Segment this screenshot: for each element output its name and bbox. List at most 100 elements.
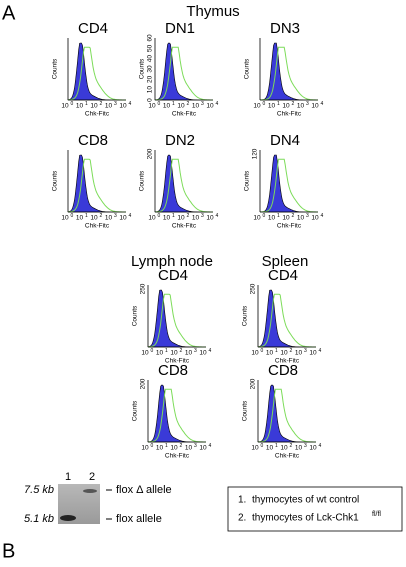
y-axis-label: Counts	[52, 170, 59, 191]
group-title: Spleen	[262, 253, 309, 270]
band-label: flox Δ allele	[116, 484, 172, 496]
x-tick-exp: 2	[100, 101, 103, 107]
histogram-control	[147, 289, 206, 348]
x-tick-base: 10	[253, 103, 261, 110]
x-tick-exp: 1	[277, 101, 280, 107]
x-tick-base: 10	[105, 215, 113, 222]
x-tick-exp: 0	[263, 213, 266, 219]
y-tick-label: 60	[147, 34, 154, 42]
x-tick-exp: 3	[306, 101, 309, 107]
x-tick-base: 10	[185, 445, 193, 452]
x-tick-exp: 3	[194, 348, 197, 354]
x-tick-base: 10	[311, 103, 319, 110]
y-axis-label: Counts	[132, 400, 139, 421]
x-tick-exp: 2	[292, 213, 295, 219]
histogram-control	[154, 42, 213, 101]
x-axis-label: Chk-Fitc	[165, 453, 190, 460]
group-title: Thymus	[186, 3, 239, 20]
x-tick-base: 10	[156, 350, 164, 357]
x-tick-exp: 4	[216, 101, 219, 107]
x-tick-exp: 1	[85, 213, 88, 219]
x-tick-base: 10	[119, 215, 127, 222]
blot-band	[60, 515, 76, 521]
x-tick-exp: 0	[261, 443, 264, 449]
x-tick-exp: 4	[321, 213, 324, 219]
histogram-knockout	[260, 158, 318, 213]
x-tick-exp: 4	[319, 443, 322, 449]
x-tick-exp: 3	[201, 101, 204, 107]
y-axis-label: Counts	[244, 170, 251, 191]
y-tick-label: 10	[147, 86, 154, 94]
x-tick-exp: 2	[290, 348, 293, 354]
x-tick-base: 10	[251, 445, 259, 452]
plot-title: DN4	[270, 132, 300, 149]
y-tick-label: 200	[140, 378, 147, 389]
x-tick-exp: 4	[129, 101, 132, 107]
histogram-knockout	[258, 388, 316, 443]
x-tick-exp: 2	[290, 443, 293, 449]
x-tick-base: 10	[76, 215, 84, 222]
x-tick-base: 10	[90, 215, 98, 222]
legend-num: 2.	[238, 513, 246, 524]
x-tick-exp: 3	[194, 443, 197, 449]
x-tick-exp: 1	[275, 443, 278, 449]
plot-title: DN3	[270, 20, 300, 37]
x-tick-base: 10	[251, 350, 259, 357]
x-axis-label: Chk-Fitc	[277, 223, 302, 230]
x-tick-base: 10	[192, 103, 200, 110]
y-tick-label: 120	[252, 148, 259, 159]
x-tick-base: 10	[268, 215, 276, 222]
x-tick-base: 10	[282, 215, 290, 222]
x-tick-base: 10	[199, 350, 207, 357]
x-tick-exp: 3	[201, 213, 204, 219]
panel-label: A	[2, 2, 16, 24]
x-tick-base: 10	[61, 103, 69, 110]
x-tick-exp: 0	[263, 101, 266, 107]
x-tick-exp: 3	[306, 213, 309, 219]
x-tick-exp: 1	[277, 213, 280, 219]
x-tick-base: 10	[170, 350, 178, 357]
lane-label: 1	[65, 471, 71, 483]
x-tick-base: 10	[177, 215, 185, 222]
x-tick-exp: 2	[180, 443, 183, 449]
x-tick-exp: 4	[209, 443, 212, 449]
y-axis-label: Counts	[139, 170, 146, 191]
y-tick-label: 250	[140, 283, 147, 294]
x-tick-exp: 0	[158, 101, 161, 107]
histogram-control	[67, 154, 126, 213]
x-tick-exp: 0	[158, 213, 161, 219]
x-tick-exp: 3	[304, 348, 307, 354]
x-tick-base: 10	[76, 103, 84, 110]
x-tick-exp: 3	[114, 213, 117, 219]
x-tick-base: 10	[280, 445, 288, 452]
x-axis-label: Chk-Fitc	[275, 453, 300, 460]
x-tick-exp: 0	[261, 348, 264, 354]
x-tick-base: 10	[148, 103, 156, 110]
plot-title: CD8	[78, 132, 108, 149]
x-tick-base: 10	[141, 350, 149, 357]
panel-label: B	[2, 540, 15, 562]
x-tick-base: 10	[295, 350, 303, 357]
x-tick-base: 10	[192, 215, 200, 222]
x-tick-exp: 0	[151, 348, 154, 354]
histogram-control	[259, 154, 318, 213]
x-tick-base: 10	[295, 445, 303, 452]
y-axis-label: Counts	[242, 305, 249, 326]
x-tick-exp: 0	[71, 213, 74, 219]
y-axis-label: Counts	[52, 58, 59, 79]
legend-text: thymocytes of wt control	[252, 495, 359, 506]
x-tick-exp: 1	[172, 101, 175, 107]
legend-sup: fl/fl	[372, 511, 381, 518]
x-axis-label: Chk-Fitc	[85, 223, 110, 230]
x-tick-base: 10	[282, 103, 290, 110]
legend-num: 1.	[238, 495, 246, 506]
y-axis-label: Counts	[132, 305, 139, 326]
x-axis-label: Chk-Fitc	[172, 111, 197, 118]
plot-title: DN1	[165, 20, 195, 37]
x-tick-base: 10	[206, 103, 214, 110]
x-axis-label: Chk-Fitc	[165, 358, 190, 365]
x-tick-exp: 3	[114, 101, 117, 107]
x-tick-base: 10	[297, 103, 305, 110]
histogram-knockout	[148, 388, 206, 443]
lane-label: 2	[89, 471, 95, 483]
